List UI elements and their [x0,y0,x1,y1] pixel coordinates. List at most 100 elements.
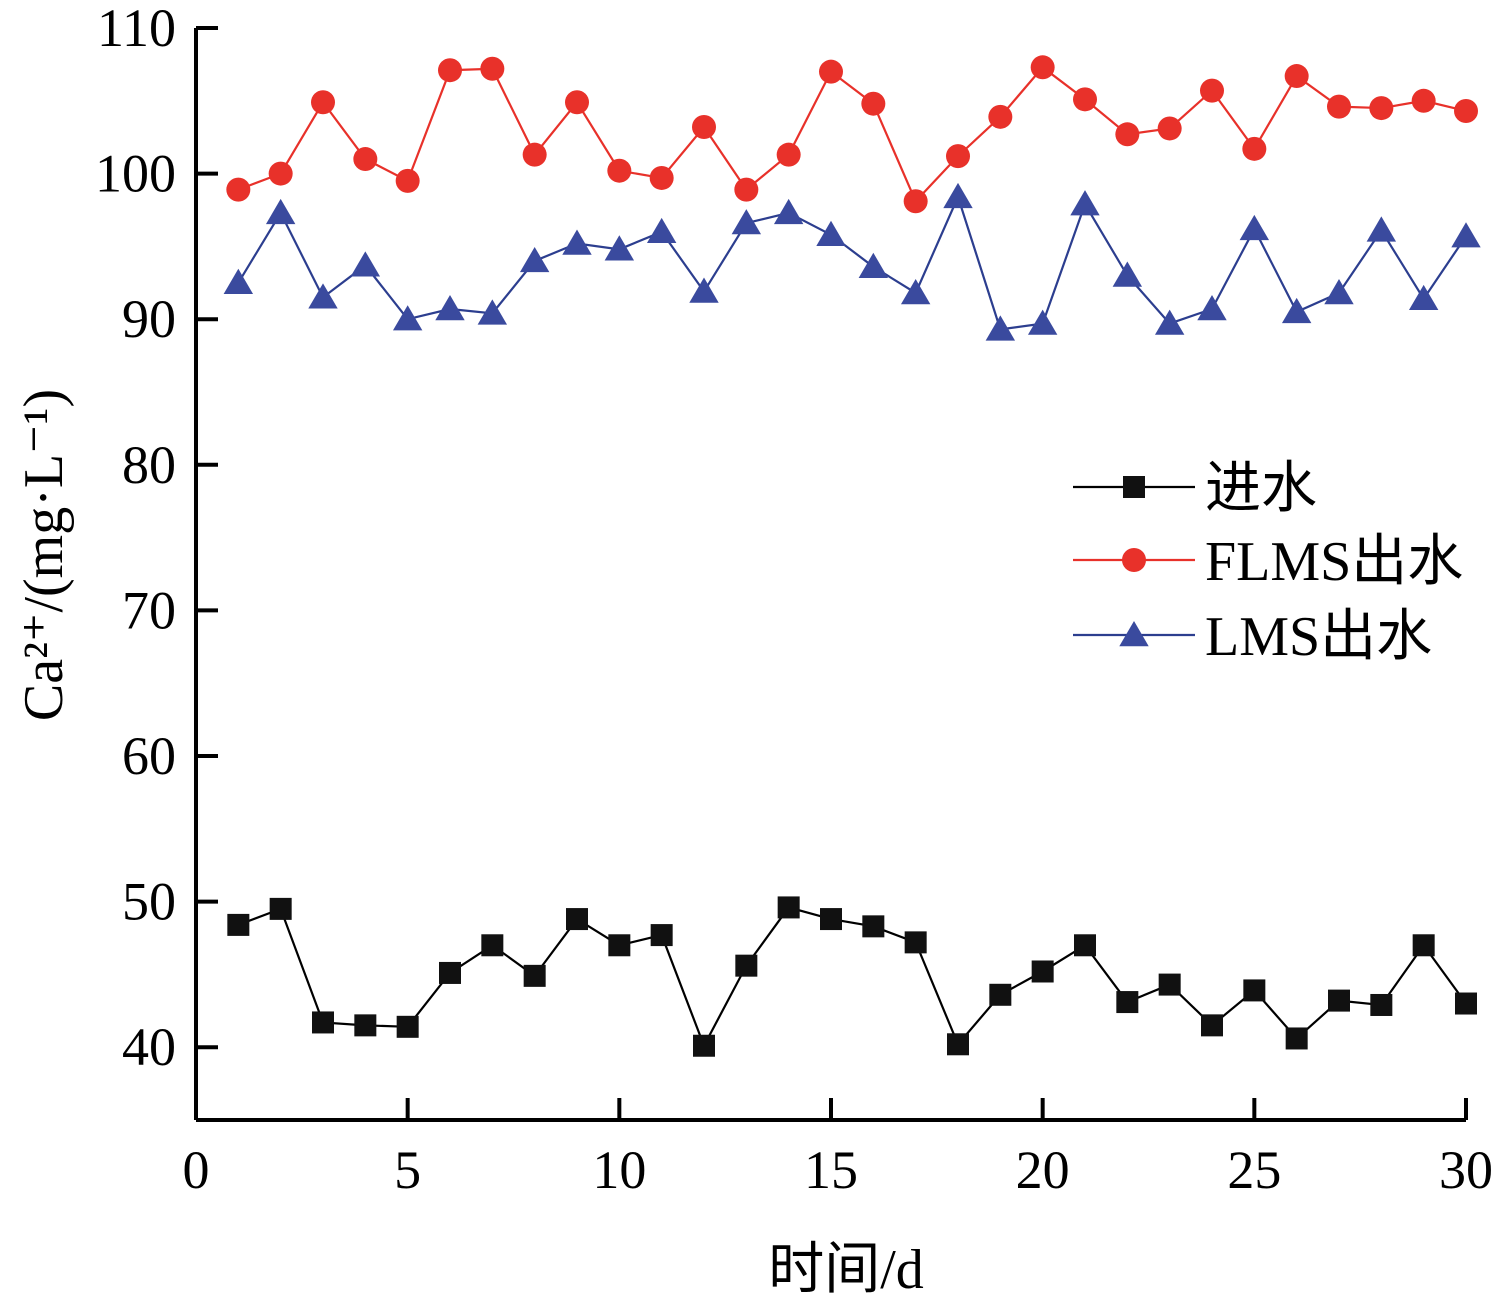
data-point [649,165,674,190]
data-point [1242,136,1267,161]
data-point [1281,297,1312,324]
data-point [566,908,588,931]
data-point [1158,973,1181,996]
data-point [1454,98,1478,123]
markers [223,55,1481,1057]
legend-label: FLMS出水 [1205,531,1463,593]
data-point [1157,116,1182,141]
x-tick-label: 20 [1016,1140,1070,1200]
data-point [604,235,635,261]
x-tick-label: 10 [592,1140,646,1200]
data-point [904,931,927,954]
data-point [350,251,381,277]
data-point [1451,222,1481,248]
data-point [223,268,254,294]
data-point [1197,295,1227,321]
data-point [1027,309,1058,335]
data-point [735,954,758,977]
data-point [1285,1027,1308,1050]
data-point [1031,960,1054,983]
data-point [1324,278,1354,305]
data-point [311,90,335,115]
data-point [480,56,505,81]
data-point [565,90,589,115]
data-point [776,142,801,167]
data-point [820,908,842,931]
y-tick-label: 90 [122,289,176,349]
data-point [1154,309,1185,335]
y-tick-label: 60 [122,726,176,786]
x-tick-label: 15 [804,1140,858,1200]
legend-marker [1122,548,1146,572]
data-point [438,58,462,83]
data-point [1408,284,1439,311]
data-point [353,147,378,172]
data-point [1370,993,1393,1016]
data-point [1070,190,1100,216]
data-point [1455,992,1477,1015]
data-point [481,934,504,957]
data-point [946,144,970,169]
data-point [308,283,338,309]
x-tick-label: 25 [1227,1140,1281,1200]
legend-marker [1123,476,1145,498]
data-point [862,915,885,938]
data-point [1200,78,1224,103]
data-point [1366,216,1397,242]
data-point [607,158,632,183]
data-point [943,182,973,209]
data-point [312,1011,334,1034]
data-point [693,1034,715,1057]
data-point [1030,55,1055,80]
y-tick-label: 50 [122,872,176,932]
legend-marker [1119,621,1149,647]
data-point [1327,94,1351,119]
data-point [816,220,846,246]
data-point [265,198,296,225]
data-point [562,229,592,255]
data-point [947,1033,969,1056]
data-point [268,161,293,186]
data-point [1243,979,1266,1002]
data-point [861,91,886,116]
y-tick-label: 100 [95,144,176,204]
data-point [1328,989,1350,1012]
data-point [646,217,677,244]
data-point [1073,87,1097,112]
data-point [396,1015,419,1038]
data-point [1284,64,1309,89]
data-point [777,896,800,919]
data-point [522,142,547,167]
data-point [988,104,1013,129]
x-tick-label: 0 [183,1140,210,1200]
y-tick-label: 70 [122,580,176,640]
data-point [650,924,673,947]
data-point [392,305,423,331]
data-point [477,299,508,325]
data-point [1115,122,1140,147]
data-point [1239,214,1270,241]
series-line-3 [237,193,1467,331]
legend: 进水 FLMS出水 LMS出水 [1073,458,1463,668]
data-point [523,964,546,987]
data-point [354,1014,377,1037]
data-point [773,198,804,225]
y-tick-label: 40 [122,1017,176,1077]
data-point [689,277,719,303]
x-ticks: 0 5 10 15 20 25 30 [183,1098,1493,1200]
legend-label: 进水 [1205,458,1317,520]
data-point [731,209,762,235]
series-line-2 [237,65,1467,204]
x-tick-label: 5 [394,1140,421,1200]
data-point [519,246,550,273]
data-point [1116,991,1139,1014]
data-point [269,897,292,920]
x-tick-label: 30 [1439,1140,1493,1200]
data-point [395,168,420,193]
data-point [608,934,631,957]
data-point [858,252,889,278]
data-point [1201,1014,1223,1037]
data-point [1112,261,1143,287]
data-point [692,115,716,140]
